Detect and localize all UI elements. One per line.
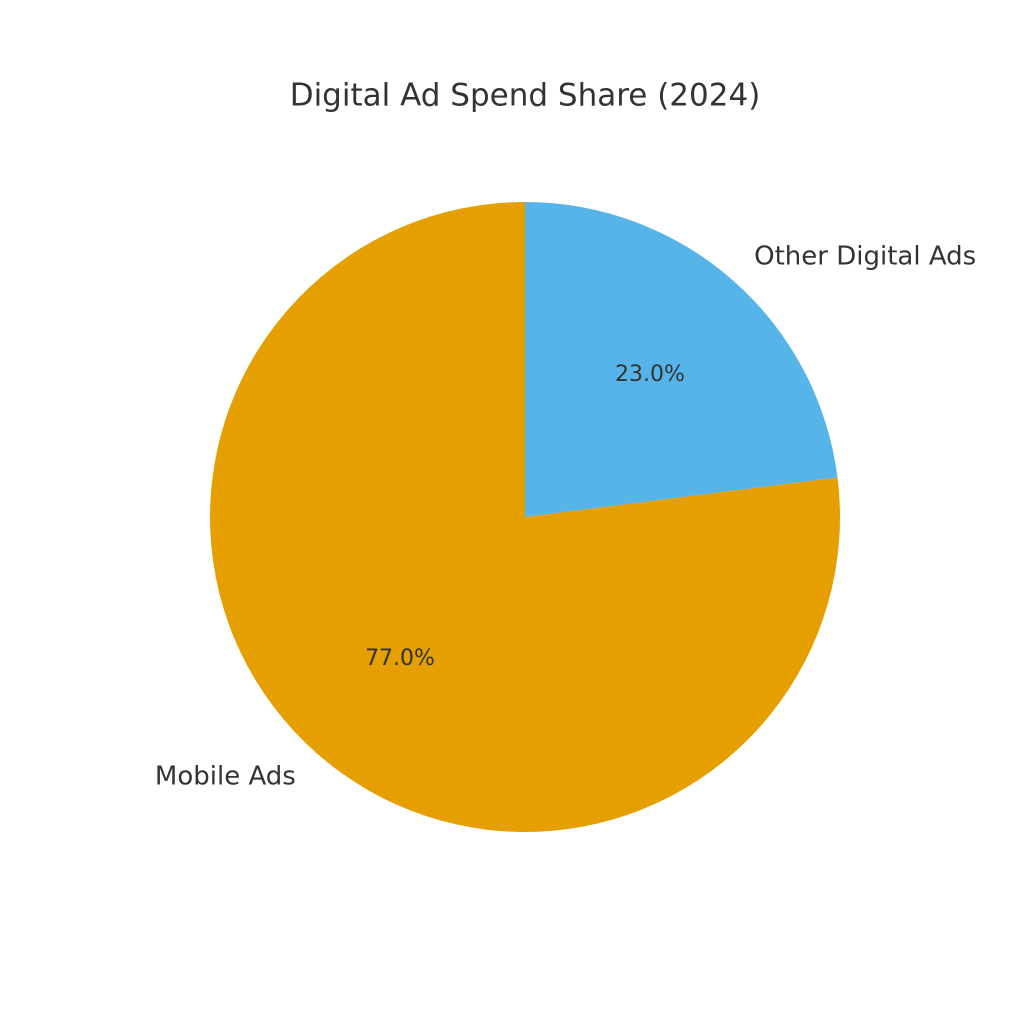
category-label: Other Digital Ads	[754, 242, 976, 272]
value-label: 77.0%	[365, 646, 435, 671]
category-label: Mobile Ads	[155, 761, 296, 791]
pie-wedge	[525, 202, 838, 517]
value-label: 23.0%	[615, 362, 685, 387]
chart-title: Digital Ad Spend Share (2024)	[290, 78, 761, 114]
